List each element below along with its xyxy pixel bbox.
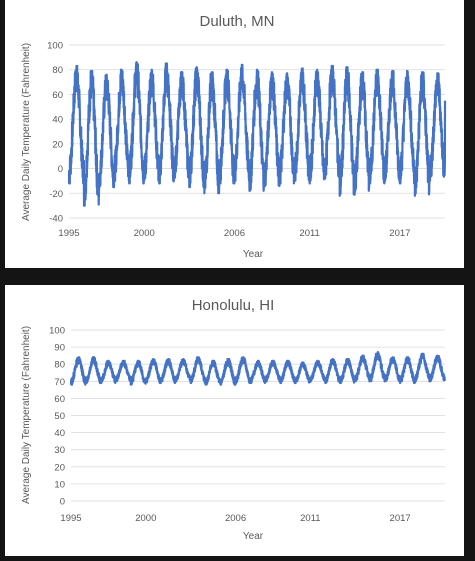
y-tick-label: 70 xyxy=(54,377,65,388)
chart-panel-honolulu: Honolulu, HI 0 10 20 30 40 50 60 70 80 90 100 1995… xyxy=(5,285,464,556)
y-tick-label: -40 xyxy=(49,214,63,225)
x-tick-label: 2000 xyxy=(135,513,156,524)
y-tick-label: 50 xyxy=(54,411,65,422)
y-tick-label: 80 xyxy=(52,65,63,76)
x-tick-label: 2000 xyxy=(134,228,155,239)
y-tick-label: 10 xyxy=(54,479,65,490)
chart-title: Duluth, MN xyxy=(199,13,274,30)
x-tick-label: 2017 xyxy=(390,513,411,524)
y-tick-label: 90 xyxy=(54,343,65,354)
y-axis-label: Average Daily Temperature (Fahrenheit) xyxy=(21,43,32,221)
y-tick-label: 100 xyxy=(49,326,65,337)
x-tick-label: 2006 xyxy=(224,228,245,239)
x-axis-label: Year xyxy=(243,249,264,260)
x-tick-label: 1995 xyxy=(58,228,79,239)
series-line xyxy=(67,61,447,207)
y-tick-label: 100 xyxy=(47,41,63,52)
y-axis-label: Average Daily Temperature (Fahrenheit) xyxy=(21,326,32,504)
y-tick-label: 20 xyxy=(52,139,63,150)
x-tick-label: 1995 xyxy=(60,513,81,524)
chart-title: Honolulu, HI xyxy=(192,297,275,314)
y-tick-label: 40 xyxy=(54,428,65,439)
y-tick-label: 30 xyxy=(54,445,65,456)
y-tick-label: 40 xyxy=(52,115,63,126)
chart-honolulu: Honolulu, HI 0 10 20 30 40 50 60 70 80 90 100 1995… xyxy=(21,297,446,542)
x-tick-label: 2011 xyxy=(300,513,320,524)
y-tick-label: 0 xyxy=(60,497,65,508)
series-line xyxy=(69,351,446,386)
y-tick-label: 60 xyxy=(52,90,63,101)
x-tick-label: 2017 xyxy=(389,228,410,239)
y-tick-label: 0 xyxy=(58,164,63,175)
chart-duluth: Duluth, MN -40 -20 0 20 40 60 80 100 1995 2000 20… xyxy=(21,13,447,260)
y-tick-label: 60 xyxy=(54,394,65,405)
chart-panel-duluth: Duluth, MN -40 -20 0 20 40 60 80 100 1995 2000 20… xyxy=(5,0,464,268)
x-axis-label: Year xyxy=(243,531,264,542)
y-tick-label: -20 xyxy=(49,189,63,200)
y-tick-label: 20 xyxy=(54,462,65,473)
x-tick-label: 2011 xyxy=(299,228,319,239)
y-tick-label: 80 xyxy=(54,360,65,371)
x-tick-label: 2006 xyxy=(225,513,246,524)
